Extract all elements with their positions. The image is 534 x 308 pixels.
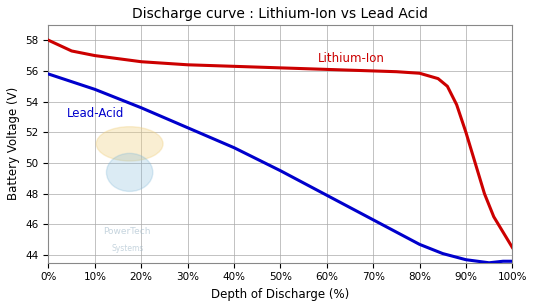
Ellipse shape [106, 153, 153, 191]
Text: Lead-Acid: Lead-Acid [67, 107, 124, 120]
Text: Lithium-Ion: Lithium-Ion [318, 52, 384, 66]
Title: Discharge curve : Lithium-Ion vs Lead Acid: Discharge curve : Lithium-Ion vs Lead Ac… [132, 7, 428, 21]
Text: Systems: Systems [111, 244, 144, 253]
Circle shape [96, 127, 163, 161]
X-axis label: Depth of Discharge (%): Depth of Discharge (%) [211, 288, 350, 301]
Y-axis label: Battery Voltage (V): Battery Voltage (V) [7, 87, 20, 201]
Text: PowerTech: PowerTech [103, 227, 151, 236]
